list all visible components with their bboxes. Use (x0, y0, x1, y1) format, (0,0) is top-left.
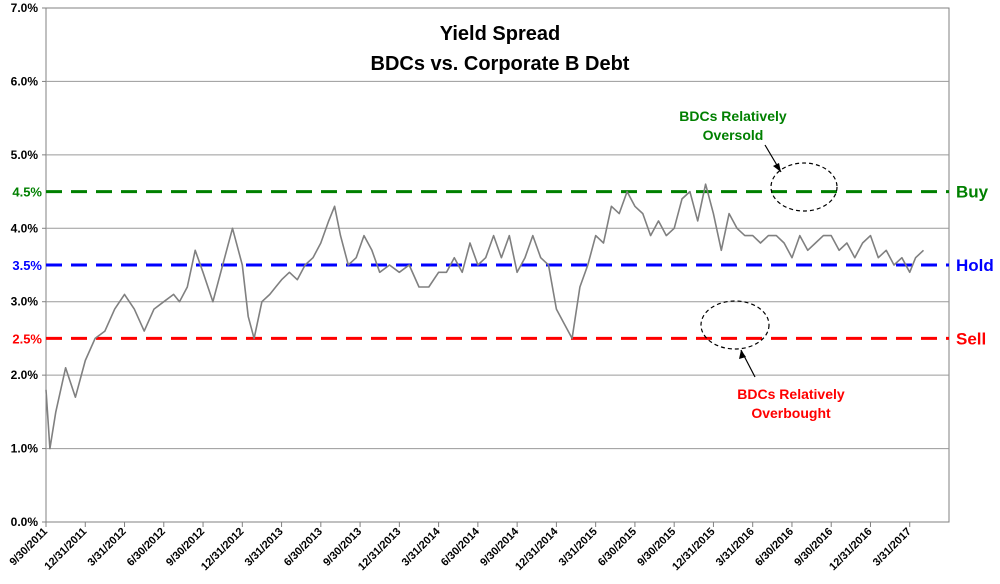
x-tick-label: 3/31/2012 (86, 526, 129, 569)
annotation-oversold-circle (770, 162, 838, 212)
y-tick-label: 2.0% (11, 368, 39, 382)
annotation-overbought: BDCs Relatively Overbought (700, 300, 845, 421)
y-tick-label: 3.0% (11, 295, 39, 309)
y-tick-label: 0.0% (11, 515, 39, 529)
x-tick-label: 6/30/2015 (596, 526, 639, 569)
grid-lines (46, 80, 949, 450)
x-tick-label: 12/31/2012 (199, 526, 246, 573)
annotation-overbought-line2: Overbought (751, 405, 831, 421)
y-tick-label: 4.0% (11, 221, 39, 235)
annotation-oversold: BDCs Relatively Oversold (679, 108, 838, 212)
x-tick-label: 3/31/2017 (871, 526, 914, 569)
reference-lines: 4.5% Buy 3.5% Hold 2.5% Sell (12, 183, 993, 349)
x-tick-label: 3/31/2014 (400, 525, 444, 569)
annotation-oversold-arrowhead (773, 163, 781, 172)
x-tick-label: 3/31/2013 (243, 526, 286, 569)
annotation-overbought-circle (700, 300, 770, 350)
reference-level-hold: 3.5% (12, 258, 42, 273)
x-tick-label: 6/30/2012 (125, 526, 168, 569)
y-tick-label: 5.0% (11, 148, 39, 162)
series-layer (45, 183, 925, 450)
x-tick-label: 12/31/2014 (513, 525, 561, 573)
x-tick-label: 12/31/2016 (827, 526, 874, 573)
reference-name-buy: Buy (956, 183, 989, 202)
x-tick-label: 12/31/2013 (356, 526, 403, 573)
x-tick-label: 12/31/2011 (42, 526, 89, 573)
x-tick-label: 3/31/2016 (714, 526, 757, 569)
x-tick-label: 6/30/2016 (753, 526, 796, 569)
y-tick-label: 1.0% (11, 442, 39, 456)
x-tick-label: 6/30/2013 (282, 526, 325, 569)
y-tick-label: 7.0% (11, 1, 39, 15)
y-tick-label: 6.0% (11, 74, 39, 88)
y-axis-ticks: 0.0% 1.0% 2.0% 3.0% 4.0% 5.0% 6.0% 7.0% (11, 1, 46, 529)
annotation-overbought-line1: BDCs Relatively (737, 386, 845, 402)
x-tick-label: 6/30/2014 (439, 525, 483, 569)
reference-name-sell: Sell (956, 329, 986, 348)
series-line (45, 183, 925, 450)
reference-name-hold: Hold (956, 256, 994, 275)
annotation-overbought-arrowhead (739, 350, 746, 359)
x-tick-label: 3/31/2015 (557, 526, 600, 569)
chart-title-line2: BDCs vs. Corporate B Debt (371, 53, 630, 75)
x-tick-label: 12/31/2015 (670, 526, 717, 573)
reference-level-sell: 2.5% (12, 331, 42, 346)
annotation-oversold-line1: BDCs Relatively (679, 108, 787, 124)
annotation-oversold-line2: Oversold (703, 127, 764, 143)
x-axis-ticks: 9/30/201112/31/20113/31/20126/30/20129/3… (7, 522, 914, 573)
chart-title-line1: Yield Spread (440, 23, 560, 45)
reference-level-buy: 4.5% (12, 185, 42, 200)
